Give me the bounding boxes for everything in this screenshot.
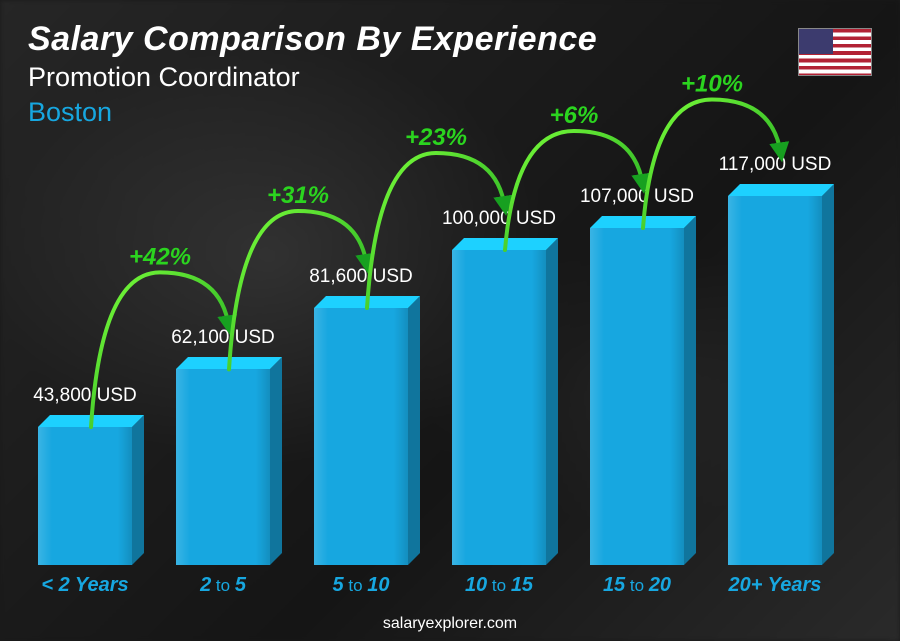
bar-value-label: 117,000 USD: [705, 154, 845, 176]
increase-percent-label: +6%: [550, 102, 599, 129]
increase-percent-label: +10%: [681, 70, 743, 97]
bar-side-face: [822, 184, 834, 565]
bar-value-label: 100,000 USD: [429, 208, 569, 230]
bar-x-label: 15 to 20: [572, 574, 702, 597]
chart-container: Salary Comparison By Experience Promotio…: [0, 0, 900, 641]
flag-icon: [798, 28, 872, 76]
bar: [728, 196, 822, 565]
bar-side-face: [132, 415, 144, 565]
bar-x-label: 20+ Years: [710, 574, 840, 597]
bar-top-face: [38, 415, 144, 427]
bar-top-face: [590, 216, 696, 228]
bar-side-face: [684, 216, 696, 565]
bar-front: [38, 427, 132, 565]
increase-percent-label: +23%: [405, 124, 467, 151]
bar-value-label: 81,600 USD: [291, 266, 431, 288]
footer-attribution: salaryexplorer.com: [0, 615, 900, 633]
bar-front: [728, 196, 822, 565]
bar-value-label: 107,000 USD: [567, 186, 707, 208]
bar: [38, 427, 132, 565]
bar-top-face: [728, 184, 834, 196]
bar: [176, 369, 270, 565]
bar-top-face: [176, 357, 282, 369]
bar-side-face: [546, 238, 558, 565]
bar-x-label: < 2 Years: [20, 574, 150, 597]
bar-side-face: [408, 296, 420, 565]
bar-value-label: 43,800 USD: [15, 385, 155, 407]
bar: [452, 250, 546, 565]
bar: [314, 308, 408, 565]
bar-front: [452, 250, 546, 565]
page-title: Salary Comparison By Experience: [28, 20, 597, 59]
bar-front: [176, 369, 270, 565]
bar-top-face: [452, 238, 558, 250]
bar: [590, 228, 684, 565]
bar-side-face: [270, 357, 282, 565]
increase-percent-label: +31%: [267, 182, 329, 209]
bar-value-label: 62,100 USD: [153, 327, 293, 349]
bar-x-label: 10 to 15: [434, 574, 564, 597]
bar-chart: 43,800 USD< 2 Years62,100 USD2 to 581,60…: [20, 81, 860, 601]
increase-percent-label: +42%: [129, 243, 191, 270]
bar-top-face: [314, 296, 420, 308]
bar-front: [314, 308, 408, 565]
bar-x-label: 5 to 10: [296, 574, 426, 597]
bar-x-label: 2 to 5: [158, 574, 288, 597]
bar-front: [590, 228, 684, 565]
